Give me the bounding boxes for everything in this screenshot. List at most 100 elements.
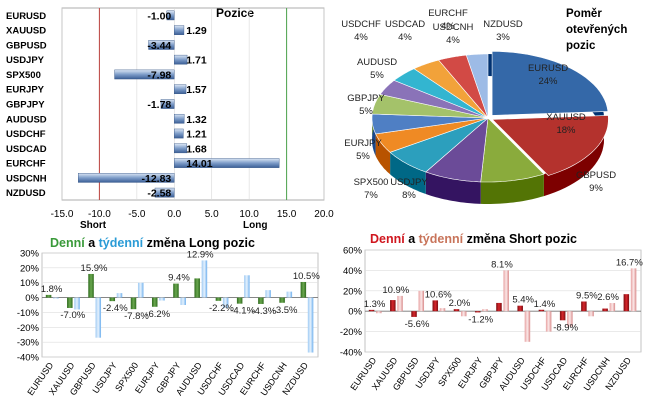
long-bar-daily — [130, 297, 137, 310]
positions-x-tick-label: 15.0 — [277, 209, 297, 220]
long-bar-weekly — [137, 282, 144, 298]
positions-value-label: 1.71 — [186, 55, 207, 67]
long-y-tick-label: -40% — [17, 353, 40, 364]
short-title-part-rest: změna Short pozic — [463, 232, 577, 246]
long-bar-weekly — [201, 260, 208, 298]
long-panel-title: Denní a týdenní změna Long pozic — [50, 236, 255, 250]
long-value-label: -4.1% — [230, 306, 255, 317]
long-title-part-daily: Denní — [50, 236, 85, 250]
long-bar-daily — [109, 297, 116, 302]
short-bar-daily — [432, 300, 439, 312]
pie-slice — [491, 51, 609, 116]
pie-slice-percent: 4% — [446, 35, 460, 46]
short-bar-weekly — [545, 311, 552, 332]
short-title-part-daily: Denní — [370, 232, 405, 246]
positions-bar — [174, 25, 185, 35]
long-bar-daily — [194, 278, 200, 298]
short-value-label: 1.3% — [364, 299, 386, 310]
positions-category-label: AUDUSD — [6, 114, 47, 125]
long-value-label: 1.8% — [41, 284, 63, 295]
pie-slice-label: GBPUSD — [576, 170, 616, 181]
positions-category-label: EURCHF — [6, 159, 46, 170]
long-title-part-and: a — [85, 236, 99, 250]
short-bar-daily — [390, 300, 396, 312]
pie-slice — [425, 117, 489, 183]
positions-category-label: EURJPY — [6, 85, 45, 96]
long-value-label: -2.2% — [209, 303, 234, 314]
positions-value-label: 1.21 — [186, 129, 207, 141]
long-title-part-weekly: týdenní — [99, 236, 144, 250]
short-bar-daily — [368, 309, 375, 312]
short-title-part-weekly: týdenní — [419, 232, 464, 246]
short-y-tick-label: -20% — [340, 327, 363, 338]
short-bar-weekly — [376, 311, 382, 314]
positions-category-label: USDCNH — [6, 173, 47, 184]
long-bar-daily — [88, 273, 94, 298]
pie-slice — [413, 59, 489, 119]
pie-slice-label: USDCAD — [385, 19, 425, 30]
long-bar-weekly — [265, 290, 271, 298]
pie-slice-label: NZDUSD — [483, 19, 523, 30]
long-value-label: 10.5% — [293, 271, 320, 282]
short-bar-weekly — [460, 311, 467, 317]
long-value-label: 15.9% — [81, 263, 108, 274]
positions-bar — [148, 40, 175, 50]
long-value-label: -4.3% — [251, 306, 276, 317]
positions-title: Pozice — [216, 6, 254, 20]
long-value-label: 9.4% — [168, 273, 190, 284]
short-value-label: 2.0% — [449, 298, 471, 309]
long-value-label: -7.8% — [124, 311, 149, 322]
pie-slice-label: SPX500 — [354, 177, 389, 188]
short-label: Short — [80, 220, 107, 231]
short-value-label: 1.4% — [534, 299, 556, 310]
long-bar-daily — [151, 297, 158, 307]
pie-slice — [379, 80, 489, 119]
pie-slice — [491, 115, 609, 176]
pie-title-line2: otevřených — [566, 24, 627, 36]
positions-category-label: EURUSD — [6, 11, 46, 22]
pie-slice-label: AUDUSD — [357, 57, 397, 68]
positions-x-tick-label: -15.0 — [51, 209, 74, 220]
short-y-tick-label: 60% — [343, 246, 363, 257]
long-bar-daily — [215, 297, 222, 301]
short-value-label: -8.9% — [553, 322, 578, 333]
positions-value-label: -12.83 — [142, 173, 172, 185]
short-bar-weekly — [524, 311, 531, 342]
long-bar-weekly — [286, 291, 293, 298]
long-bar-daily — [300, 281, 307, 298]
pie-slice — [371, 94, 489, 119]
short-value-label: 10.6% — [425, 289, 452, 300]
positions-value-label: -3.44 — [147, 40, 171, 52]
pie-slice-percent: 9% — [589, 183, 603, 194]
long-y-tick-label: 30% — [20, 249, 40, 260]
long-bar-weekly — [159, 297, 165, 301]
short-change-chart: Denní a týdenní změna Short pozic 60% 40%… — [340, 232, 644, 393]
positions-category-label: GBPUSD — [6, 40, 47, 51]
pie-slice — [465, 53, 489, 119]
pie-slice — [480, 117, 545, 183]
long-bar-daily — [173, 283, 179, 298]
positions-value-label: 1.68 — [186, 143, 207, 155]
short-bar-daily — [517, 305, 523, 312]
long-value-label: -7.0% — [60, 310, 85, 321]
short-value-label: -1.2% — [468, 314, 493, 325]
long-bar-weekly — [116, 293, 123, 298]
positions-bar — [174, 54, 188, 65]
positions-value-label: 1.29 — [186, 25, 207, 37]
positions-category-label: SPX500 — [6, 70, 41, 81]
positions-x-tick-label: -5.0 — [128, 209, 146, 220]
pie-slice-percent: 4% — [398, 32, 412, 43]
pie-slice-percent: 18% — [556, 125, 576, 136]
short-bar-weekly — [397, 295, 403, 312]
positions-x-tick-label: 0.0 — [167, 209, 181, 220]
long-change-chart: Denní a týdenní změna Long pozic 30%20%1… — [17, 236, 321, 398]
long-y-tick-label: -10% — [17, 308, 40, 319]
pie-slice — [389, 117, 489, 173]
short-value-label: 16.7% — [616, 257, 643, 268]
pie-slice-percent: 24% — [538, 76, 558, 87]
short-value-label: -5.6% — [405, 319, 430, 330]
short-bar-weekly — [588, 311, 594, 317]
positions-x-tick-label: 10.0 — [239, 209, 259, 220]
long-bar-weekly — [95, 297, 102, 338]
